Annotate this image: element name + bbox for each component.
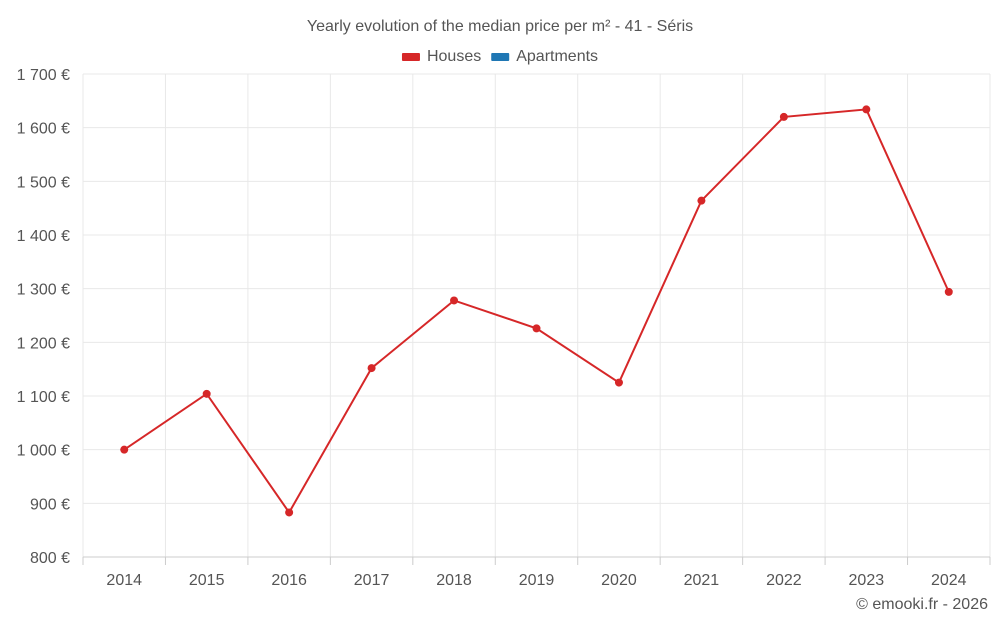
y-tick-label: 1 600 € (17, 121, 70, 138)
data-point[interactable] (285, 508, 294, 517)
chart-title: Yearly evolution of the median price per… (307, 18, 693, 35)
data-point[interactable] (697, 196, 706, 205)
x-gridlines (82, 74, 991, 557)
x-tick-label: 2018 (436, 572, 472, 589)
legend-swatch (491, 53, 510, 61)
y-axis-ticks: 800 € 900 € 1 000 € 1 100 € 1 200 € 1 300 € 1 … (17, 67, 70, 567)
data-point[interactable] (614, 378, 623, 387)
legend-swatch (401, 53, 420, 61)
x-tick-label: 2022 (766, 572, 802, 589)
data-point[interactable] (120, 445, 129, 454)
x-tick-label: 2023 (849, 572, 885, 589)
y-tick-label: 1 100 € (17, 389, 70, 406)
x-tick-label: 2019 (519, 572, 555, 589)
data-point[interactable] (944, 287, 953, 296)
y-tick-label: 1 300 € (17, 282, 70, 299)
x-tick-label: 2014 (106, 572, 142, 589)
data-point[interactable] (450, 296, 459, 305)
y-tick-label: 1 500 € (17, 174, 70, 191)
legend-label: Apartments (516, 48, 598, 65)
y-tick-label: 800 € (30, 550, 70, 567)
x-tick-label: 2016 (271, 572, 307, 589)
y-gridlines (83, 73, 990, 558)
data-point[interactable] (367, 364, 376, 373)
data-point[interactable] (532, 324, 541, 333)
x-axis-ticks: 2014 2015 2016 2017 2018 2019 2020 2021 2022 2023… (82, 557, 991, 589)
legend-item-houses[interactable]: Houses (401, 48, 481, 65)
data-point[interactable] (779, 112, 788, 121)
x-tick-label: 2020 (601, 572, 637, 589)
y-tick-label: 1 700 € (17, 67, 70, 84)
legend-item-apartments[interactable]: Apartments (491, 48, 598, 65)
x-tick-label: 2017 (354, 572, 390, 589)
data-point[interactable] (862, 105, 871, 114)
data-point[interactable] (202, 389, 211, 398)
x-tick-label: 2021 (684, 572, 720, 589)
legend-label: Houses (427, 48, 481, 65)
series-layer (120, 105, 953, 517)
x-tick-label: 2015 (189, 572, 225, 589)
x-tick-label: 2024 (931, 572, 967, 589)
y-tick-label: 1 400 € (17, 228, 70, 245)
y-tick-label: 900 € (30, 496, 70, 513)
credit-text: © emooki.fr - 2026 (856, 596, 988, 613)
legend: Houses Apartments (401, 48, 598, 65)
y-tick-label: 1 000 € (17, 443, 70, 460)
y-tick-label: 1 200 € (17, 335, 70, 352)
